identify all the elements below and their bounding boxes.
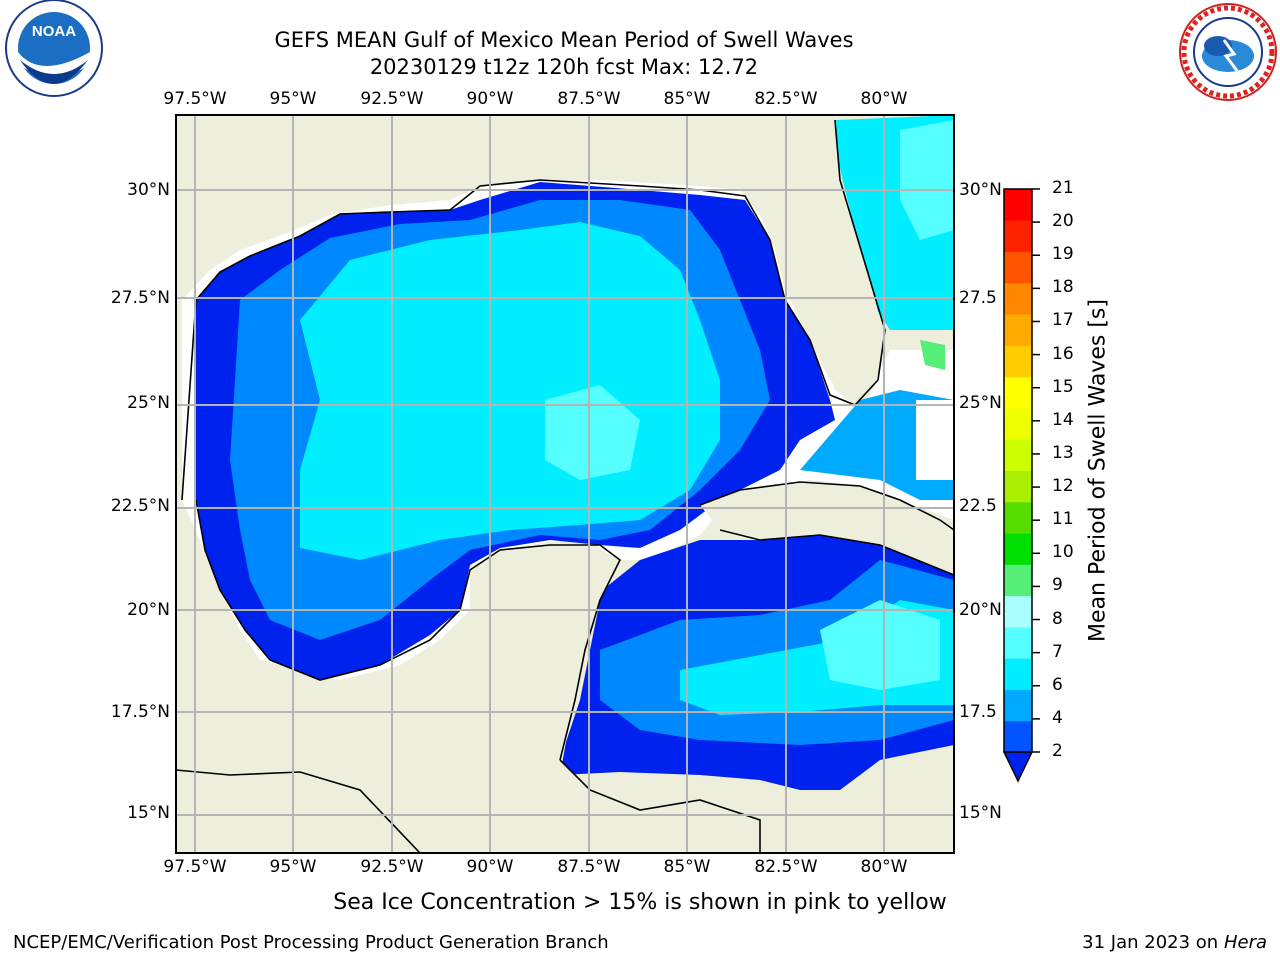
colorbar-segment — [1004, 314, 1032, 346]
lat-label-right: 25°N — [959, 393, 1002, 413]
atlantic-shelf-light — [900, 120, 954, 240]
colorbar-tick-label: 18 — [1052, 277, 1074, 298]
colorbar-segment — [1004, 189, 1032, 221]
lat-label-right: 30°N — [959, 180, 1002, 200]
lon-label-bottom: 85°W — [663, 857, 711, 877]
colorbar-segment — [1004, 533, 1032, 565]
colorbar-tick-label: 13 — [1052, 442, 1074, 463]
florida-peninsula — [176, 115, 954, 400]
colorbar-tick-label: 7 — [1052, 641, 1063, 662]
lon-label-top: 87.5°W — [557, 89, 621, 109]
bahamas-green-patch — [920, 340, 945, 370]
nws-logo — [1179, 3, 1277, 101]
colorbar-segment — [1004, 376, 1032, 409]
colorbar — [1004, 188, 1040, 753]
lon-label-bottom: 97.5°W — [163, 857, 227, 877]
caribbean-band-light-cyan — [820, 600, 940, 690]
straits-band — [800, 390, 954, 500]
lat-label-left: 27.5°N — [110, 288, 170, 308]
lat-label-right: 27.5 — [959, 288, 997, 308]
chart-title: GEFS MEAN Gulf of Mexico Mean Period of … — [274, 28, 854, 52]
chart-subtitle: 20230129 t12z 120h fcst Max: 12.72 — [369, 55, 759, 79]
colorbar-segment — [1004, 220, 1032, 253]
footer-date: 31 Jan 2023 on Hera — [1082, 932, 1267, 953]
noaa-logo: NOAA — [5, 0, 103, 97]
colorbar-tick-label: 12 — [1052, 476, 1074, 497]
colorbar-segment — [1004, 439, 1032, 471]
coastline-central-america — [176, 759, 761, 853]
lat-label-right: 20°N — [959, 600, 1002, 620]
colorbar-segment — [1004, 282, 1032, 315]
map-gridlines — [176, 115, 954, 853]
colorbar-segment — [1004, 345, 1032, 378]
sea-ice-caption: Sea Ice Concentration > 15% is shown in … — [333, 890, 947, 915]
lon-label-bottom: 95°W — [269, 857, 317, 877]
colorbar-tick-label: 9 — [1052, 575, 1063, 596]
lon-label-top: 90°W — [466, 89, 514, 109]
swell-period-band-light-cyan — [545, 385, 640, 480]
lat-label-left: 22.5°N — [110, 496, 170, 516]
colorbar-segment — [1004, 251, 1032, 284]
colorbar-tick-label: 21 — [1052, 178, 1074, 198]
lon-label-bottom: 87.5°W — [557, 857, 621, 877]
lon-label-bottom: 80°W — [860, 857, 908, 877]
lat-label-left: 25°N — [127, 393, 170, 413]
colorbar-tick-label: 20 — [1052, 211, 1074, 232]
colorbar-segment — [1004, 501, 1032, 534]
lon-label-top: 97.5°W — [163, 89, 227, 109]
colorbar-tick-label: 2 — [1052, 741, 1063, 761]
colorbar-tick-label: 15 — [1052, 376, 1074, 397]
lon-label-top: 95°W — [269, 89, 317, 109]
colorbar-tick-label: 16 — [1052, 343, 1074, 364]
colorbar-segment — [1004, 626, 1032, 659]
lon-label-bottom: 90°W — [466, 857, 514, 877]
colorbar-tick-label: 14 — [1052, 409, 1074, 430]
missing-patch-keys — [916, 400, 954, 480]
colorbar-tick-label: 8 — [1052, 608, 1063, 629]
colorbar-segment — [1004, 689, 1032, 722]
lon-label-top: 92.5°W — [360, 89, 424, 109]
swell-period-band-cyan — [300, 222, 720, 560]
colorbar-segment — [1004, 564, 1032, 597]
lon-label-bottom: 82.5°W — [754, 857, 818, 877]
colorbar-tick-label: 10 — [1052, 542, 1074, 563]
lat-label-right: 15°N — [959, 803, 1002, 823]
lat-label-left: 15°N — [127, 803, 170, 823]
coastline-cuba — [699, 481, 954, 576]
lon-label-top: 82.5°W — [754, 89, 818, 109]
colorbar-label: Mean Period of Swell Waves [s] — [1085, 299, 1111, 642]
colorbar-tick-label: 4 — [1052, 707, 1063, 728]
colorbar-tick-label: 17 — [1052, 310, 1074, 331]
map-frame — [175, 114, 955, 854]
colorbar-segment — [1004, 658, 1032, 690]
colorbar-tick-label: 11 — [1052, 509, 1074, 530]
colorbar-segment — [1004, 407, 1032, 440]
colorbar-frame — [1003, 188, 1033, 753]
central-america — [560, 760, 760, 853]
lon-label-top: 80°W — [860, 89, 908, 109]
colorbar-extend-triangle — [1002, 751, 1034, 783]
lon-label-bottom: 92.5°W — [360, 857, 424, 877]
lat-label-left: 17.5°N — [110, 702, 170, 722]
colorbar-segment — [1004, 470, 1032, 503]
footer-date-text: 31 Jan 2023 on — [1082, 932, 1224, 953]
lat-label-right: 17.5 — [959, 702, 997, 722]
lat-label-right: 22.5 — [959, 496, 997, 516]
coastline-mexico — [195, 499, 622, 761]
lat-label-left: 20°N — [127, 600, 170, 620]
colorbar-segment — [1004, 720, 1032, 753]
noaa-logo-text: NOAA — [32, 23, 76, 40]
footer-host: Hera — [1223, 932, 1267, 953]
lat-label-left: 30°N — [127, 180, 170, 200]
cuba — [700, 482, 954, 575]
footer-credit: NCEP/EMC/Verification Post Processing Pr… — [13, 932, 609, 953]
colorbar-segment — [1004, 595, 1032, 628]
colorbar-tick-label: 19 — [1052, 244, 1074, 265]
coastline — [181, 119, 886, 501]
colorbar-tick-label: 6 — [1052, 674, 1063, 695]
lon-label-top: 85°W — [663, 89, 711, 109]
yucatan-peninsula — [176, 545, 620, 853]
